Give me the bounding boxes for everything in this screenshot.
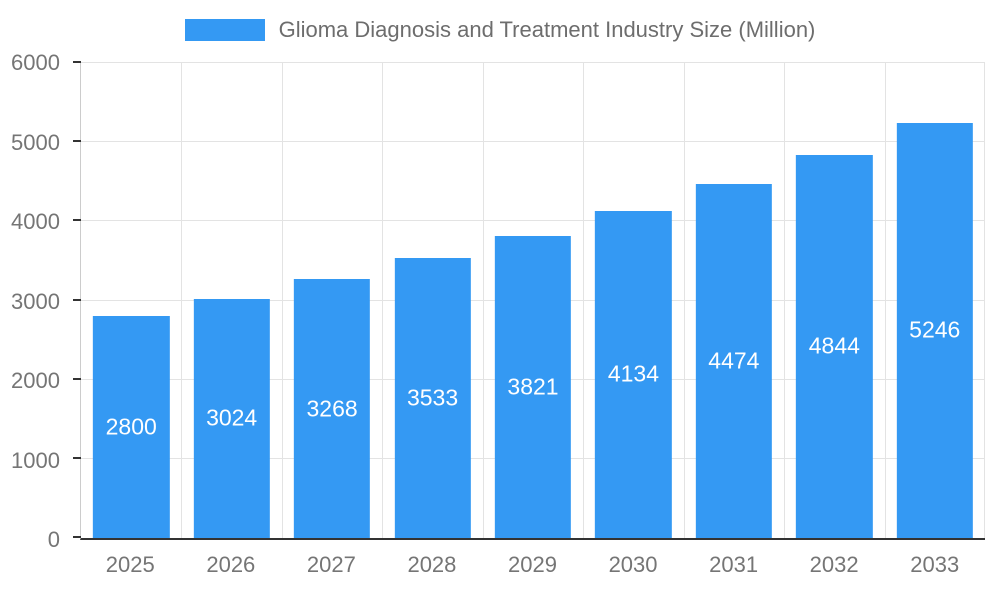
bar-value-label: 5246 [909,316,961,343]
x-tick-label: 2032 [809,552,859,577]
y-tick-mark [73,536,81,538]
bar-value-label: 3821 [507,373,559,400]
y-tick-mark [73,456,81,459]
x-tick-label: 2025 [105,552,155,577]
bar-2032[interactable]: 4844 [796,154,873,538]
bar-2033[interactable]: 5246 [896,122,973,538]
bar-value-label: 4134 [607,360,660,387]
bar-2027[interactable]: 3268 [293,279,371,538]
legend: Glioma Diagnosis and Treatment Industry … [0,16,1000,44]
y-tick-mark [73,298,81,301]
x-tick-label: 2028 [407,552,457,577]
y-tick-label: 3000 [11,288,60,314]
v-gridline [984,63,985,538]
bar-2029[interactable]: 3821 [494,235,572,538]
bar-2030[interactable]: 4134 [595,210,672,538]
v-gridline [884,63,886,538]
bar-2025[interactable]: 2800 [93,316,170,538]
bar-value-label: 3024 [206,404,258,431]
y-tick-mark [73,61,81,63]
v-gridline [482,63,484,538]
y-tick-label: 6000 [11,50,60,75]
bar-2028[interactable]: 3533 [394,258,471,538]
x-axis-labels: 2025 2026 2027 2028 2029 2030 2031 2032 2033 [80,552,985,582]
x-tick-label: 2029 [508,552,557,577]
bar-value-label: 4844 [808,332,860,359]
bar-value-label: 3268 [306,395,358,422]
y-tick-label: 1000 [11,447,60,473]
y-tick-mark [73,219,81,222]
v-gridline [784,63,786,538]
h-gridline [81,62,985,63]
h-gridline [81,220,985,222]
y-tick-label: 4000 [11,209,60,235]
y-tick-label: 0 [47,527,60,552]
v-gridline [683,63,685,538]
v-gridline [281,63,283,538]
y-tick-label: 5000 [11,129,60,155]
v-gridline [382,63,384,538]
legend-swatch [184,19,265,41]
bar-value-label: 3533 [406,384,459,411]
y-tick-label: 2000 [11,368,60,394]
x-tick-label: 2030 [608,552,658,577]
x-tick-label: 2026 [206,552,256,577]
x-tick-label: 2033 [910,552,960,577]
plot-area: 2800 3024 3268 3533 3821 4134 4474 4844 5246 [73,61,985,540]
chart-title: Glioma Diagnosis and Treatment Industry … [278,17,816,42]
bar-2026[interactable]: 3024 [193,298,270,538]
y-axis-labels: 0 1000 2000 3000 4000 5000 6000 [0,52,70,551]
bar-value-label: 2800 [105,413,157,440]
v-gridline [181,63,183,538]
bar-value-label: 4474 [708,347,760,374]
bar-2031[interactable]: 4474 [695,183,773,538]
y-tick-mark [73,140,81,143]
x-tick-label: 2031 [709,552,759,577]
v-gridline [583,63,585,538]
h-gridline [81,141,985,143]
y-tick-mark [73,377,81,380]
x-tick-label: 2027 [306,552,356,577]
